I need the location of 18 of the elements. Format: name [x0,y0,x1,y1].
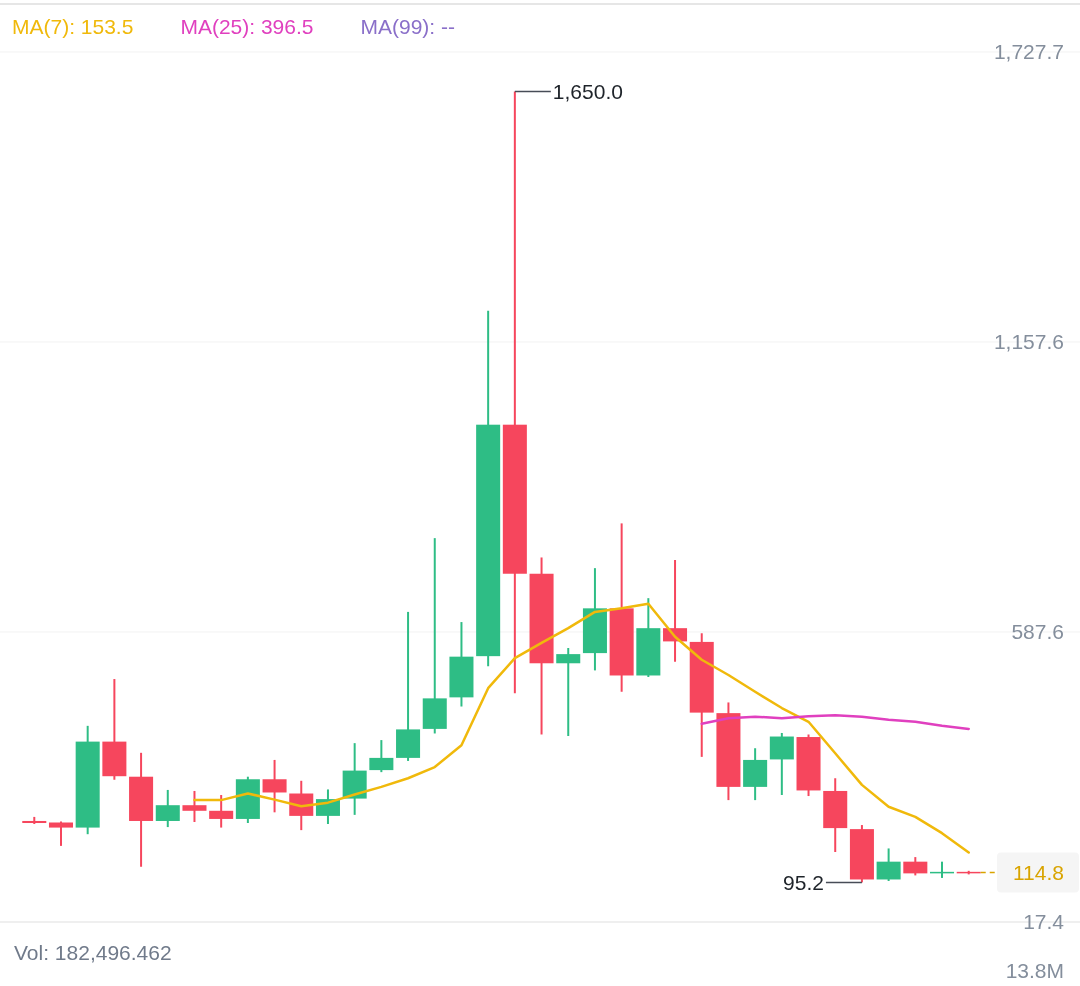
y-tick-label: 1,157.6 [993,330,1064,354]
y-tick-label: 17.4 [1023,910,1065,934]
annotation: 95.2 [783,870,824,894]
y-tick-label: 587.6 [1011,620,1064,644]
candlestick [556,647,581,738]
text: Vol: 182,496.462 [14,941,172,965]
ref-line-label: 114.8 [1013,860,1064,884]
text: 13.8M [1005,959,1064,982]
candlestick [182,789,207,823]
candlestick [48,820,73,847]
y-tick-label: 1,727.7 [993,40,1064,64]
text: MA(25): 396.5 [180,15,314,39]
text: MA(7): 153.5 [12,15,134,39]
annotation: 1,650.0 [552,79,623,103]
line-series [700,713,970,731]
candlestick [209,794,234,829]
line-series [193,602,970,854]
legend-label: MA(99): -- [360,15,456,39]
